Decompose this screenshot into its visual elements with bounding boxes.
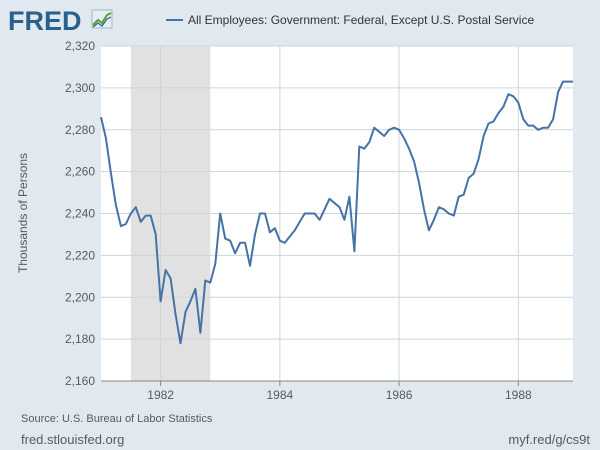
y-tick-label: 2,180 — [65, 332, 95, 346]
y-tick-label: 2,260 — [65, 165, 95, 179]
x-tick-label: 1986 — [386, 388, 413, 402]
y-tick-label: 2,280 — [65, 123, 95, 137]
legend: All Employees: Government: Federal, Exce… — [166, 13, 534, 27]
y-tick-label: 2,220 — [65, 248, 95, 262]
fred-logo[interactable]: FRED — [8, 6, 113, 36]
y-tick-label: 2,320 — [65, 39, 95, 53]
x-tick-label: 1984 — [267, 388, 294, 402]
y-axis-label: Thousands of Persons — [16, 153, 30, 273]
y-tick-label: 2,160 — [65, 374, 95, 388]
y-tick-label: 2,200 — [65, 290, 95, 304]
short-link[interactable]: myf.red/g/cs9t — [508, 432, 590, 447]
x-axis-ticks: 1982 1984 1986 1988 — [101, 380, 573, 402]
x-tick-label: 1988 — [505, 388, 532, 402]
legend-label: All Employees: Government: Federal, Exce… — [188, 13, 534, 27]
fred-logo-text: FRED — [8, 6, 82, 36]
x-tick-label: 1982 — [147, 388, 174, 402]
series-line — [100, 80, 573, 345]
site-link[interactable]: fred.stlouisfed.org — [21, 432, 125, 447]
y-tick-label: 2,240 — [65, 207, 95, 221]
source-note: Source: U.S. Bureau of Labor Statistics — [21, 413, 213, 425]
line-graph-icon — [91, 9, 113, 29]
y-tick-label: 2,300 — [65, 81, 95, 95]
y-axis-ticks: 2,160 2,180 2,200 2,220 2,240 2,260 2,280 2,300… — [65, 39, 95, 388]
series-group — [100, 80, 573, 345]
